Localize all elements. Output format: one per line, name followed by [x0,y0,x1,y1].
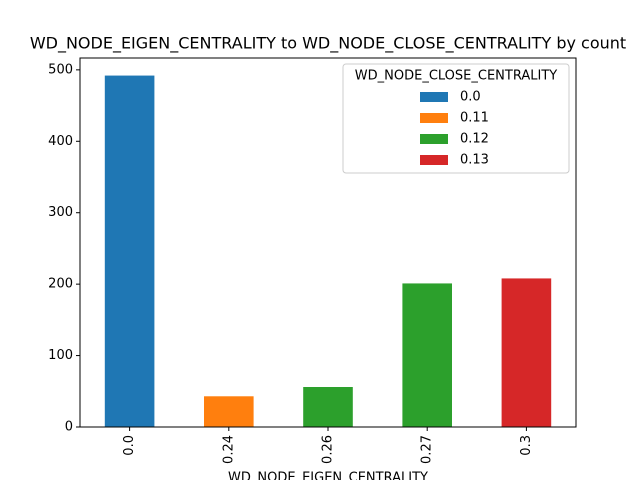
x-tick-label: 0.3 [519,435,534,456]
y-tick-label: 500 [48,62,73,77]
y-tick-label: 300 [48,205,73,220]
y-tick-label: 200 [48,277,73,292]
legend-swatch [420,134,448,144]
y-tick-label: 100 [48,348,73,363]
legend-title: WD_NODE_CLOSE_CENTRALITY [355,69,557,84]
x-tick-label: 0.27 [420,435,435,464]
x-tick-label: 0.24 [221,435,236,464]
legend-swatch [420,92,448,102]
legend-label: 0.11 [460,111,489,126]
legend-swatch [420,113,448,123]
bar [402,283,452,427]
x-tick-label: 0.0 [122,435,137,456]
legend-box [342,63,570,174]
legend-label: 0.12 [460,132,489,147]
legend-label: 0.0 [460,90,481,105]
legend-label: 0.13 [460,153,489,168]
legend-swatch [420,155,448,165]
bar [204,396,254,427]
bar [501,278,552,427]
x-axis-label: WD_NODE_EIGEN_CENTRALITY [228,471,428,480]
chart-title: WD_NODE_EIGEN_CENTRALITY to WD_NODE_CLOS… [30,34,626,54]
bar [104,75,155,428]
x-tick-label: 0.26 [321,435,336,464]
plot-frame [79,57,577,428]
y-tick-label: 0 [65,420,73,435]
bar [303,387,353,427]
y-tick-label: 400 [48,134,73,149]
